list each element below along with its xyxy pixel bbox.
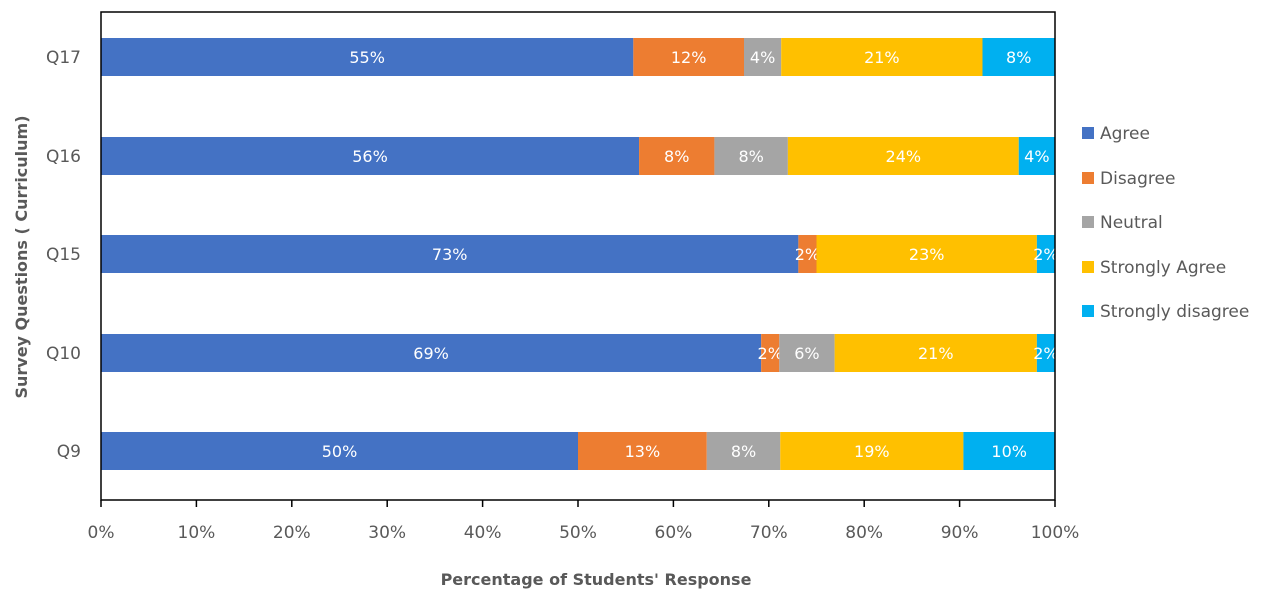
x-tick-label: 10%	[178, 523, 216, 543]
data-label: 69%	[413, 344, 449, 363]
bar-segment	[1036, 235, 1055, 273]
legend-swatch	[1082, 172, 1094, 184]
y-category-label: Q15	[46, 245, 81, 265]
x-tick-label: 60%	[655, 523, 693, 543]
bar-segment	[779, 334, 835, 372]
data-label: 4%	[750, 48, 775, 67]
bar-segment	[706, 432, 781, 470]
x-tick-label: 40%	[464, 523, 502, 543]
data-label: 50%	[322, 442, 358, 461]
y-category-label: Q9	[57, 442, 81, 462]
data-label: 2%	[758, 344, 783, 363]
bar-segment	[578, 432, 707, 470]
bars-layer: 55% 12% 4% 21% 8% 56% 8% 8% 24% 4% 73% 2% 23% 2% 69% 2%…	[101, 38, 1059, 470]
x-tick-label: 20%	[273, 523, 311, 543]
bar-segment	[761, 334, 780, 372]
data-label: 19%	[854, 442, 890, 461]
bar-segment	[798, 235, 817, 273]
bar-segment	[1036, 334, 1055, 372]
bar-segment	[101, 432, 578, 470]
data-label: 23%	[909, 245, 945, 264]
data-label: 21%	[918, 344, 954, 363]
x-axis-title: Percentage of Students' Response	[441, 570, 752, 589]
bar-segment	[816, 235, 1037, 273]
data-label: 8%	[664, 147, 689, 166]
data-label: 2%	[1033, 344, 1058, 363]
data-label: 56%	[352, 147, 388, 166]
bar-segment	[963, 432, 1055, 470]
legend: Agree Disagree Neutral Strongly Agree Strong…	[1082, 124, 1249, 322]
data-label: 21%	[864, 48, 900, 67]
y-category-label: Q10	[46, 344, 81, 364]
bar-segment	[714, 137, 788, 175]
y-category-label: Q17	[46, 48, 81, 68]
bar-segment	[101, 137, 640, 175]
data-label: 8%	[738, 147, 763, 166]
data-label: 55%	[349, 48, 385, 67]
x-tick-label: 30%	[368, 523, 406, 543]
x-tick-label: 90%	[941, 523, 979, 543]
bar-segment	[101, 334, 762, 372]
legend-label: Agree	[1100, 124, 1150, 144]
data-label: 8%	[1006, 48, 1031, 67]
bar-segment	[834, 334, 1037, 372]
bar-segment	[781, 38, 983, 76]
y-category-label: Q16	[46, 147, 81, 167]
data-label: 2%	[795, 245, 820, 264]
legend-swatch	[1082, 127, 1094, 139]
legend-label: Strongly Agree	[1100, 258, 1226, 278]
legend-label: Neutral	[1100, 213, 1163, 233]
legend-label: Strongly disagree	[1100, 302, 1249, 322]
data-label: 6%	[794, 344, 819, 363]
data-label: 12%	[671, 48, 707, 67]
data-label: 13%	[625, 442, 661, 461]
data-label: 8%	[731, 442, 756, 461]
y-axis-title: Survey Questions ( Curriculum)	[12, 115, 31, 398]
bar-segment	[639, 137, 715, 175]
x-tick-label: 70%	[750, 523, 788, 543]
y-axis: Q17 Q16 Q15 Q10 Q9	[46, 48, 81, 462]
data-label: 24%	[886, 147, 922, 166]
x-tick-label: 50%	[559, 523, 597, 543]
x-tick-label: 0%	[88, 523, 115, 543]
x-tick-label: 100%	[1031, 523, 1080, 543]
bar-segment	[101, 235, 799, 273]
data-label: 10%	[991, 442, 1027, 461]
x-axis: 0% 10% 20% 30% 40% 50% 60% 70% 80% 90% 100%	[88, 500, 1080, 543]
legend-swatch	[1082, 216, 1094, 228]
legend-swatch	[1082, 261, 1094, 273]
bar-segment	[633, 38, 744, 76]
data-label: 73%	[432, 245, 468, 264]
legend-swatch	[1082, 305, 1094, 317]
bar-segment	[780, 432, 964, 470]
bar-segment	[101, 38, 634, 76]
data-label: 2%	[1033, 245, 1058, 264]
bar-segment	[787, 137, 1019, 175]
bar-segment	[743, 38, 782, 76]
bar-segment	[982, 38, 1055, 76]
data-label: 4%	[1024, 147, 1049, 166]
legend-label: Disagree	[1100, 169, 1175, 189]
x-tick-label: 80%	[845, 523, 883, 543]
bar-segment	[1018, 137, 1055, 175]
